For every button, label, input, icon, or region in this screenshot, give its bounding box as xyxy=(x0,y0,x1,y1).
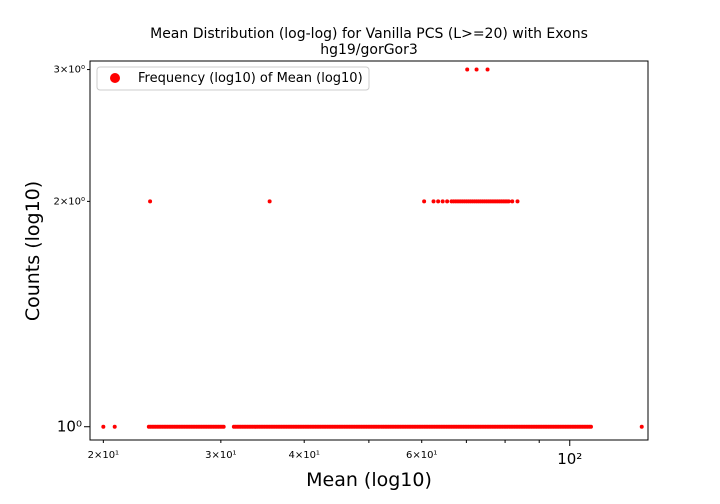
data-point xyxy=(515,199,520,204)
scatter-points xyxy=(101,67,644,429)
data-point xyxy=(431,199,436,204)
legend-marker xyxy=(110,73,120,83)
y-axis-label: Counts (log10) xyxy=(22,181,44,321)
data-point xyxy=(440,199,445,204)
x-axis-label: Mean (log10) xyxy=(306,469,432,491)
data-point xyxy=(422,199,427,204)
data-point xyxy=(221,424,226,429)
x-tick-label: 6×10¹ xyxy=(406,450,437,461)
legend-frame xyxy=(96,66,370,91)
x-axis-ticks: 2×10¹ 3×10¹ 4×10¹ 6×10¹ 10² xyxy=(88,440,582,468)
data-point xyxy=(506,199,511,204)
legend-entry-label: Frequency (log10) of Mean (log10) xyxy=(138,71,363,86)
legend: Frequency (log10) of Mean (log10) xyxy=(96,66,370,91)
chart-title: Mean Distribution (log-log) for Vanilla … xyxy=(150,26,588,42)
data-point xyxy=(445,199,450,204)
chart-subtitle: hg19/gorGor3 xyxy=(320,42,418,58)
data-point xyxy=(148,199,153,204)
plot-area-frame xyxy=(89,60,649,441)
data-point xyxy=(436,199,441,204)
x-tick-label: 2×10¹ xyxy=(88,450,119,461)
y-axis-ticks: 10⁰ 2×10⁰ 3×10⁰ xyxy=(54,65,90,436)
x-tick-label: 4×10¹ xyxy=(288,450,319,461)
y-tick-label: 3×10⁰ xyxy=(54,65,85,76)
data-point xyxy=(465,67,470,72)
data-point xyxy=(639,424,644,429)
x-tick-label: 10² xyxy=(557,450,582,468)
y-tick-label: 2×10⁰ xyxy=(54,196,85,207)
data-point xyxy=(510,199,515,204)
data-point xyxy=(485,67,490,72)
data-point xyxy=(267,199,272,204)
y-tick-label: 10⁰ xyxy=(57,418,82,436)
data-point xyxy=(474,67,479,72)
data-point xyxy=(112,424,117,429)
data-point xyxy=(588,424,593,429)
data-point xyxy=(101,424,106,429)
x-tick-label: 3×10¹ xyxy=(205,450,236,461)
